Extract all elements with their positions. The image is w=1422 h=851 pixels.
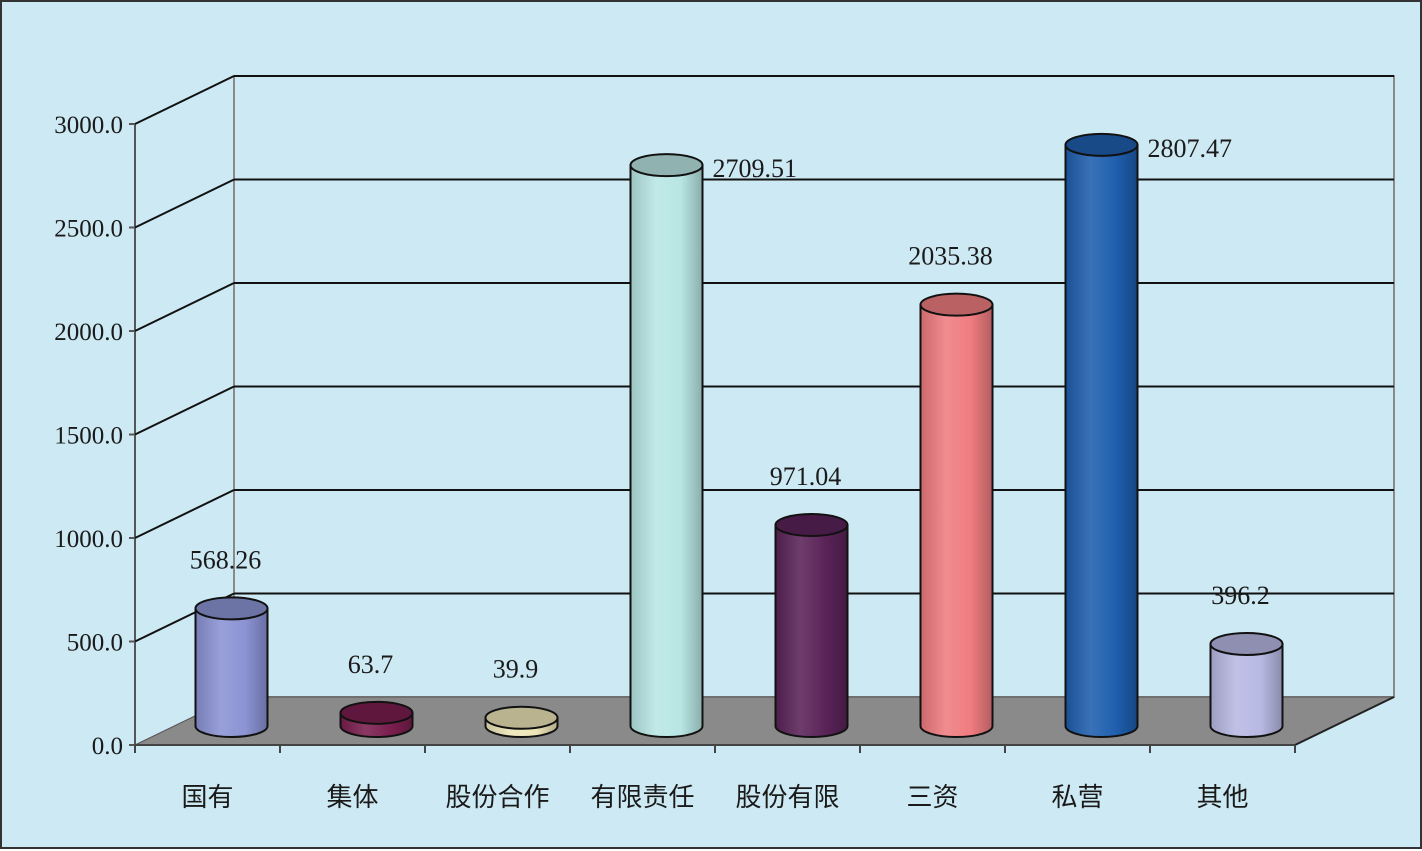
x-category-label: 国有 — [181, 783, 233, 813]
bar-0-cap — [194, 596, 269, 621]
gridline-side — [134, 385, 235, 436]
bar-6-cap — [1064, 132, 1139, 157]
y-tick-label: 1000.0 — [54, 526, 123, 553]
y-tick-label: 2500.0 — [54, 216, 123, 243]
bar-3-cap — [629, 153, 704, 178]
gridline-side — [134, 75, 235, 125]
x-category-label: 有限责任 — [590, 783, 694, 813]
bar-7-body — [1209, 642, 1284, 738]
x-category-label: 其他 — [1196, 783, 1248, 813]
y-tick-label: 0.0 — [92, 733, 123, 760]
bar-4-cap — [774, 512, 849, 537]
data-label: 2807.47 — [1148, 134, 1233, 163]
x-category-label: 三资 — [906, 783, 958, 813]
bar-7-cap — [1209, 631, 1284, 656]
x-category-label: 私营 — [1051, 783, 1103, 813]
x-category-label: 股份合作 — [445, 783, 549, 813]
data-label: 396.2 — [1211, 581, 1270, 610]
x-category-label: 集体 — [326, 783, 378, 813]
y-tick-label: 1500.0 — [54, 423, 123, 450]
data-label: 2035.38 — [908, 242, 993, 271]
bar-4-body — [774, 523, 849, 738]
y-tick-label: 500.0 — [67, 630, 123, 657]
data-label: 971.04 — [770, 462, 842, 491]
data-label: 568.26 — [190, 545, 262, 574]
chart-floor — [134, 696, 1395, 746]
bar-2-cap — [484, 705, 559, 730]
floor-right-edge — [1294, 696, 1395, 746]
bar-1-cap — [339, 700, 414, 725]
gridline-side — [134, 178, 235, 229]
bar-0-body — [194, 607, 269, 738]
data-label: 63.7 — [348, 650, 394, 679]
bar-5-cap — [919, 292, 994, 317]
gridline-side — [134, 282, 235, 332]
y-tick-label: 3000.0 — [54, 112, 123, 139]
x-category-label: 股份有限 — [735, 783, 839, 813]
bar-5-body — [919, 303, 994, 738]
y-tick-label: 2000.0 — [54, 319, 123, 346]
data-label: 2709.51 — [713, 154, 798, 183]
gridline-side — [134, 489, 235, 539]
data-label: 39.9 — [493, 655, 539, 684]
bar-3-body — [629, 164, 704, 738]
bar-6-body — [1064, 143, 1139, 738]
